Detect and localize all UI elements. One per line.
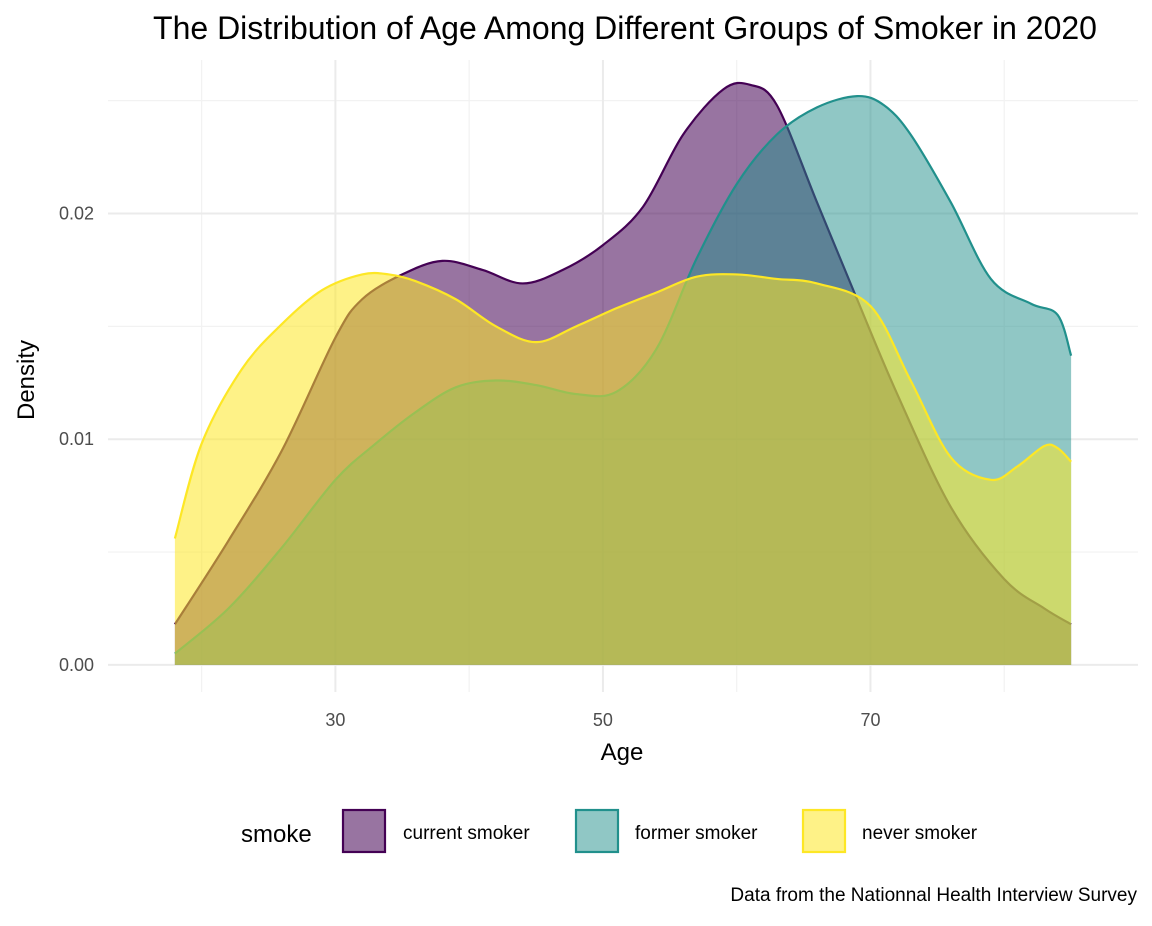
caption: Data from the Nationnal Health Interview… <box>730 885 1137 906</box>
legend-key-never-smoker <box>801 808 847 854</box>
legend-label-former-smoker: former smoker <box>635 823 758 844</box>
axis-ticks: 30 50 70 0.00 0.01 0.02 <box>59 203 881 730</box>
density-line-never-smoker <box>173 271 1072 539</box>
legend: smoke current smoker former smoker never s… <box>241 808 978 854</box>
x-axis-title: Age <box>601 739 644 766</box>
density-areas <box>173 81 1073 665</box>
chart-title: The Distribution of Age Among Different … <box>153 10 1097 46</box>
legend-label-never-smoker: never smoker <box>862 823 978 844</box>
density-area-never-smoker <box>174 272 1072 665</box>
legend-title: smoke <box>241 821 312 848</box>
x-tick-label: 30 <box>325 710 345 730</box>
x-tick-label: 70 <box>860 710 880 730</box>
legend-key-current-smoker <box>341 808 387 854</box>
y-tick-label: 0.00 <box>59 655 94 675</box>
legend-key-former-smoker <box>574 808 620 854</box>
x-tick-label: 50 <box>593 710 613 730</box>
y-tick-label: 0.01 <box>59 429 94 449</box>
y-axis-title: Density <box>13 340 40 420</box>
y-tick-label: 0.02 <box>59 203 94 223</box>
legend-label-current-smoker: current smoker <box>403 823 530 844</box>
